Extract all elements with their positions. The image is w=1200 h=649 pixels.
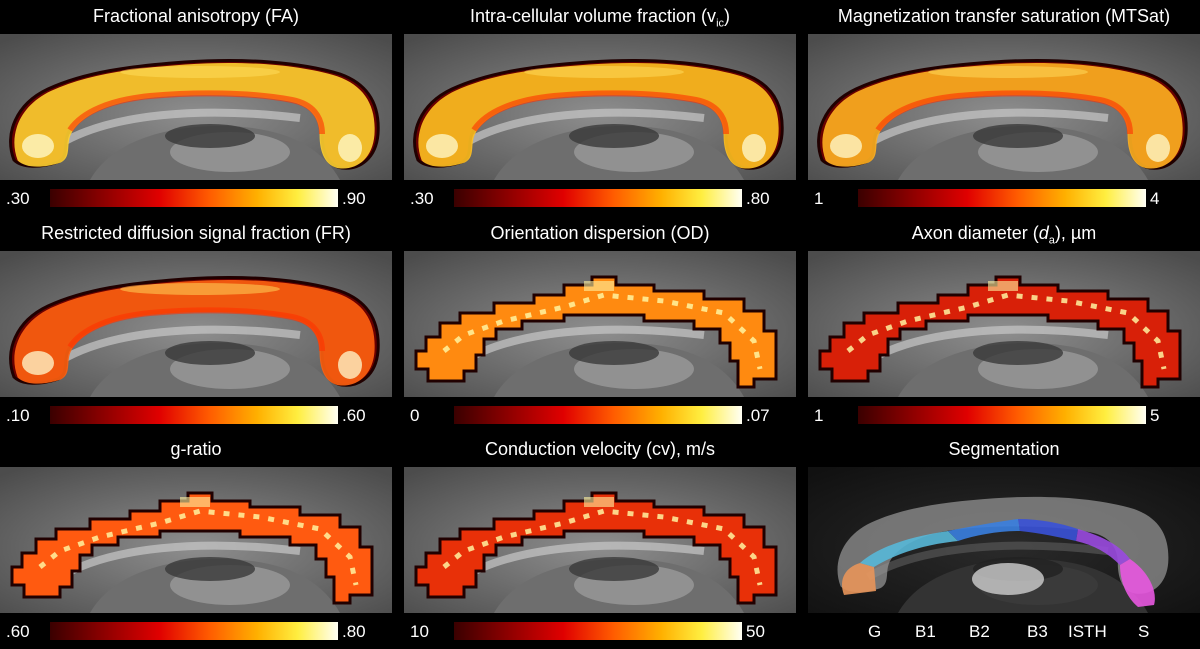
panel-fr: Restricted diffusion signal fraction (FR… [0,217,392,433]
panel-title: Axon diameter (da), µm [911,223,1097,247]
mri-image [0,34,392,180]
colorbar-gradient [50,189,338,207]
colorbar-min: 1 [814,189,824,208]
colorbar-gradient [454,622,742,640]
colorbar: .30 .90 [0,187,392,211]
segmentation-image [808,467,1200,613]
colorbar-min: .30 [6,189,30,208]
colorbar-max: .80 [746,189,770,208]
colorbar-min: .30 [410,189,434,208]
panel-title: Segmentation [948,439,1060,459]
colorbar: 1 4 [808,187,1200,211]
panel-mtsat: Magnetization transfer saturation (MTSat… [808,0,1200,216]
mri-image [404,467,796,613]
colorbar: .30 .80 [404,187,796,211]
colorbar-max: .80 [342,622,366,641]
colorbar-min: .10 [6,406,30,425]
mri-image [808,251,1200,397]
segment-label-b3: B3 [1027,622,1048,641]
colorbar: 10 50 [404,620,796,644]
colorbar-max: 50 [746,622,765,641]
mri-image [404,34,796,180]
colorbar-gradient [454,406,742,424]
mri-image [0,467,392,613]
colorbar-gradient [454,189,742,207]
colorbar-min: 1 [814,406,824,425]
mri-image [808,34,1200,180]
colorbar-gradient [858,189,1146,207]
segment-label-g: G [868,622,882,641]
panel-title: Conduction velocity (cv), m/s [484,439,716,459]
colorbar: 0 .07 [404,404,796,428]
colorbar-min: .60 [6,622,30,641]
colorbar: .10 .60 [0,404,392,428]
panel-g-ratio: g-ratio .60 .80 [0,433,392,649]
mri-image [404,251,796,397]
mri-image [0,251,392,397]
segment-label-b2: B2 [969,622,990,641]
segmentation-labels: G B1 B2 B3 ISTH S [808,620,1200,644]
panel-axon-diameter: Axon diameter (da), µm 1 5 [808,217,1200,433]
panel-title: Restricted diffusion signal fraction (FR… [41,223,351,243]
panel-title: Magnetization transfer saturation (MTSat… [837,6,1171,26]
colorbar: 1 5 [808,404,1200,428]
panel-od: Orientation dispersion (OD) 0 .07 [404,217,796,433]
panel-title: Intra-cellular volume fraction (vic) [469,6,731,30]
panel-segmentation: Segmentation G B1 B2 B3 ISTH S [808,433,1200,649]
panel-conduction-velocity: Conduction velocity (cv), m/s 10 50 [404,433,796,649]
colorbar: .60 .80 [0,620,392,644]
colorbar-max: 5 [1150,406,1160,425]
colorbar-min: 0 [410,406,420,425]
panel-title: Fractional anisotropy (FA) [92,6,300,26]
panel-title: g-ratio [170,439,222,459]
segment-label-b1: B1 [915,622,936,641]
colorbar-max: .90 [342,189,366,208]
colorbar-max: .07 [746,406,770,425]
panel-fa: Fractional anisotropy (FA) .30 .90 [0,0,392,216]
segment-label-s: S [1138,622,1150,641]
segment-label-isth: ISTH [1068,622,1107,641]
panel-title: Orientation dispersion (OD) [490,223,710,243]
colorbar-min: 10 [410,622,429,641]
panel-vic: Intra-cellular volume fraction (vic) .30… [404,0,796,216]
colorbar-gradient [50,406,338,424]
colorbar-gradient [50,622,338,640]
colorbar-gradient [858,406,1146,424]
colorbar-max: 4 [1150,189,1160,208]
colorbar-max: .60 [342,406,366,425]
